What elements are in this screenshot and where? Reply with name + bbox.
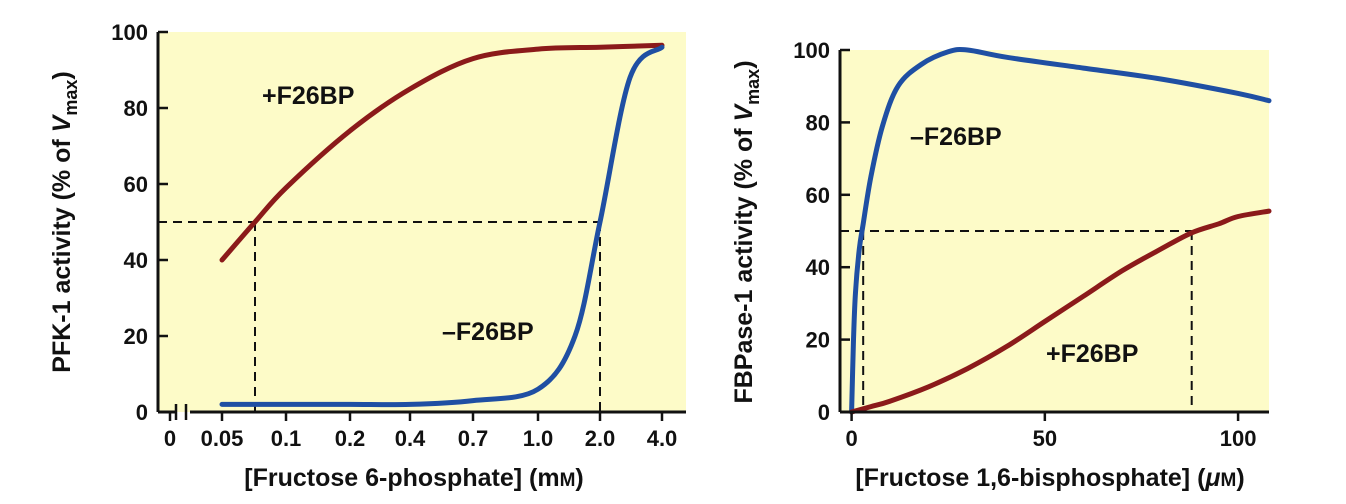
pfk1-x-tick-label: 1.0 xyxy=(523,426,554,451)
fbpase1-y-tick-label: 100 xyxy=(793,38,830,63)
pfk1-series-line-plus-f26bp xyxy=(219,42,665,263)
pfk1-x-tick-label: 0 xyxy=(164,426,176,451)
fbpase1-x-axis-title: [Fructose 1,6-bisphosphate] (μM) xyxy=(855,464,1244,492)
fbpase1-x-tick-label: 100 xyxy=(1220,426,1257,451)
fbpase1-x-ticks: 0 50 100 xyxy=(845,412,1256,451)
pfk1-x-tick-label: 2.0 xyxy=(585,426,616,451)
fbpase1-y-ticks: 0 20 40 60 80 100 xyxy=(793,38,850,425)
pfk1-series-label-minus: –F26BP xyxy=(442,318,534,346)
pfk1-axis-break xyxy=(174,404,188,420)
pfk1-y-tick-label: 0 xyxy=(136,400,148,425)
fbpase1-series-label-plus: +F26BP xyxy=(1046,340,1138,368)
pfk1-x-tick-label: 0.2 xyxy=(335,426,366,451)
pfk1-x-tick-label: 4.0 xyxy=(647,426,678,451)
pfk1-y-axis-title: PFK-1 activity (% of Vmax) xyxy=(48,71,81,372)
fbpase1-x-tick-label: 50 xyxy=(1033,426,1057,451)
pfk1-x-tick-label: 0.4 xyxy=(395,426,426,451)
pfk1-x-tick-label: 0.1 xyxy=(271,426,302,451)
pfk1-x-axis-title: [Fructose 6-phosphate] (mM) xyxy=(244,464,583,492)
fbpase1-y-tick-label: 80 xyxy=(806,110,830,135)
pfk1-y-tick-label: 20 xyxy=(124,324,148,349)
pfk1-y-ticks: 0 20 40 60 80 100 xyxy=(111,20,168,425)
fbpase1-chart: 0 20 40 60 80 100 0 50 100 [Fructose 1,6-bispho… xyxy=(730,38,1272,492)
pfk1-x-tick-label: 0.7 xyxy=(458,426,489,451)
fbpase1-x-tick-label: 0 xyxy=(845,426,857,451)
pfk1-series xyxy=(219,42,665,408)
pfk1-x-tick-label: 0.05 xyxy=(201,426,244,451)
fbpase1-y-tick-label: 20 xyxy=(806,328,830,353)
pfk1-y-tick-label: 40 xyxy=(124,248,148,273)
pfk1-series-line-minus-f26bp xyxy=(219,44,665,408)
fbpase1-y-axis-title: FBPase-1 activity (% of Vmax) xyxy=(730,60,763,403)
fbpase1-y-tick-label: 60 xyxy=(806,183,830,208)
fbpase1-series-label-minus: –F26BP xyxy=(910,123,1002,151)
pfk1-y-tick-label: 60 xyxy=(124,172,148,197)
pfk1-y-tick-label: 100 xyxy=(111,20,148,45)
fbpase1-series-line-plus-f26bp xyxy=(849,208,1272,415)
pfk1-series-label-plus: +F26BP xyxy=(262,82,354,110)
fbpase1-series xyxy=(849,47,1272,415)
pfk1-x-ticks: 0 0.05 0.1 0.2 0.4 0.7 1.0 2.0 4.0 xyxy=(164,412,677,451)
pfk1-guide-lines xyxy=(158,221,601,412)
pfk1-y-tick-label: 80 xyxy=(124,96,148,121)
fbpase1-y-tick-label: 40 xyxy=(806,255,830,280)
fbpase1-guide-lines xyxy=(840,230,1193,412)
fbpase1-series-line-minus-f26bp xyxy=(849,47,1272,415)
fbpase1-y-tick-label: 0 xyxy=(818,400,830,425)
